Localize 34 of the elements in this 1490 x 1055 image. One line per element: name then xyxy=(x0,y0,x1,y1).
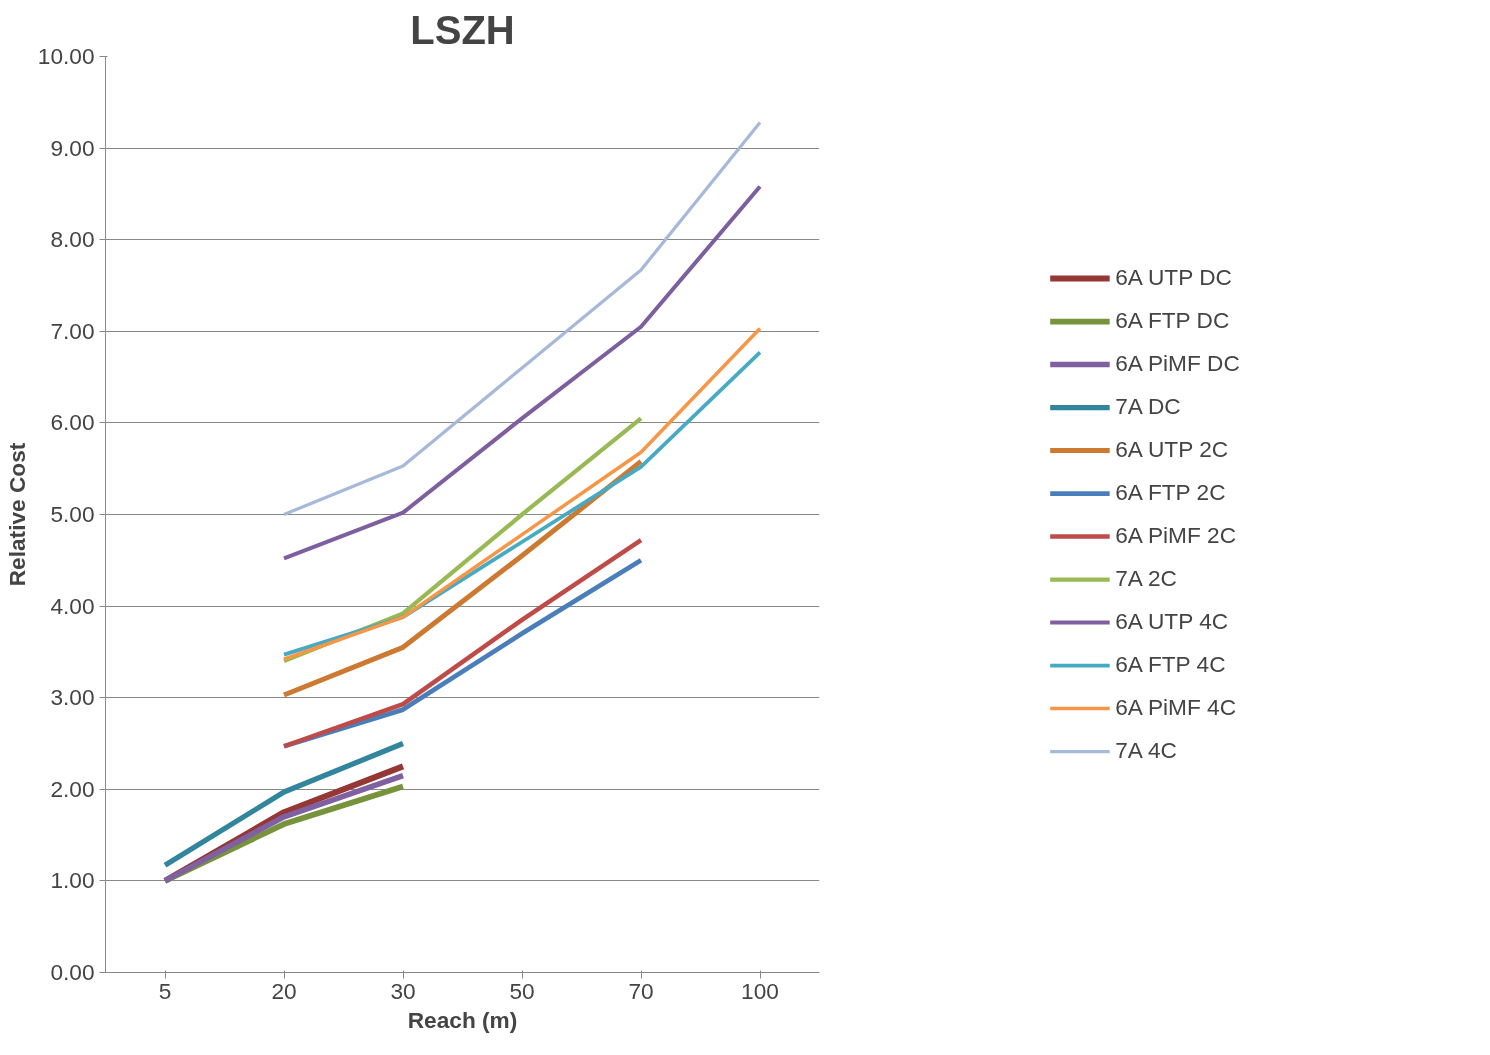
chart-title: LSZH xyxy=(410,7,515,52)
y-tick-label: 3.00 xyxy=(50,684,95,711)
legend-label: 6A PiMF 4C xyxy=(1115,694,1237,721)
legend-label: 6A FTP 2C xyxy=(1115,479,1226,506)
x-tick-label: 100 xyxy=(741,977,779,1004)
y-tick-label: 10.00 xyxy=(37,43,95,69)
x-tick-label: 50 xyxy=(509,977,535,1004)
legend-label: 6A UTP 2C xyxy=(1115,436,1229,463)
x-tick-label: 5 xyxy=(158,977,172,1004)
y-tick-label: 7.00 xyxy=(50,317,95,344)
legend-label: 6A PiMF DC xyxy=(1115,350,1240,377)
y-tick-label: 2.00 xyxy=(50,775,95,802)
legend-label: 7A 2C xyxy=(1115,565,1177,592)
y-axis-title: Relative Cost xyxy=(3,442,30,587)
line-series xyxy=(282,184,762,561)
legend-label: 7A 4C xyxy=(1115,737,1177,764)
y-tick-label: 6.00 xyxy=(50,409,95,436)
x-tick-label: 20 xyxy=(271,977,297,1004)
y-tick-label: 0.00 xyxy=(50,959,95,985)
y-tick-label: 1.00 xyxy=(50,867,95,894)
y-tick-label: 9.00 xyxy=(50,134,95,161)
y-tick-label: 5.00 xyxy=(50,501,95,527)
x-axis-title: Reach (m) xyxy=(407,1006,518,1033)
legend-label: 6A FTP 4C xyxy=(1115,651,1226,678)
legend-label: 7A DC xyxy=(1115,393,1181,420)
x-tick-label: 30 xyxy=(390,977,416,1004)
legend-label: 6A UTP DC xyxy=(1115,264,1232,291)
legend-label: 6A UTP 4C xyxy=(1115,608,1229,635)
x-tick-label: 70 xyxy=(628,977,654,1004)
legend-label: 6A FTP DC xyxy=(1115,307,1230,334)
legend-label: 6A PiMF 2C xyxy=(1115,522,1237,549)
y-tick-label: 8.00 xyxy=(50,226,95,253)
line-series xyxy=(282,120,762,517)
y-tick-label: 4.00 xyxy=(50,592,95,619)
